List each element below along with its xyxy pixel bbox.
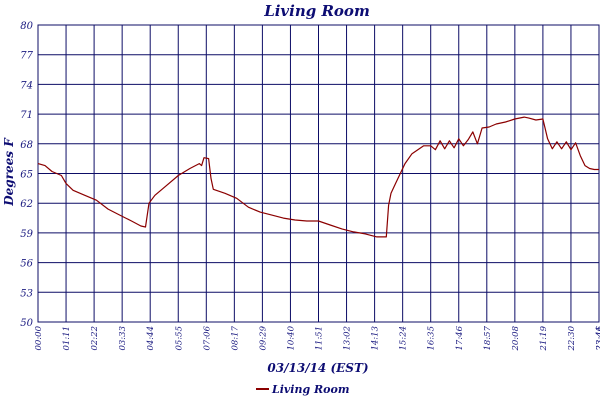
x-tick-label: 21:19: [539, 325, 549, 351]
x-tick-labels: 00:00 01:11 02:22 03:33 04:44 05:55 07:06 08:17…: [34, 325, 600, 351]
x-tick-label: 18:57: [483, 325, 493, 350]
series-line-0: [37, 116, 599, 238]
y-tick-label: 65: [20, 170, 33, 181]
x-tick-label: 15:24: [399, 326, 409, 351]
x-tick-label: 23:41: [595, 326, 600, 352]
y-tick-label: 68: [20, 140, 33, 151]
x-tick-label: 05:55: [174, 326, 184, 351]
y-axis-label: Degrees F: [2, 137, 16, 207]
grid: [37, 24, 600, 323]
x-tick-label: 14:13: [371, 326, 381, 351]
y-tick-label: 80: [20, 21, 33, 32]
chart-title: Living Room: [263, 2, 370, 20]
series-group: [37, 116, 599, 238]
y-tick-label: 50: [20, 318, 33, 329]
x-tick-label: 11:51: [315, 326, 325, 351]
x-tick-label: 00:00: [34, 325, 44, 350]
y-tick-label: 59: [20, 229, 33, 240]
y-tick-label: 74: [20, 80, 33, 91]
legend: Living Room: [256, 383, 349, 396]
y-tick-label: 71: [20, 110, 33, 121]
x-axis-label: 03/13/14 (EST): [267, 361, 368, 375]
x-tick-label: 17:46: [455, 325, 465, 350]
x-tick-label: 07:06: [202, 325, 212, 350]
legend-label: Living Room: [271, 383, 349, 396]
plot-area: [37, 24, 600, 323]
y-tick-label: 62: [20, 199, 33, 210]
x-tick-label: 03:33: [118, 326, 128, 351]
x-tick-label: 09:29: [258, 325, 268, 350]
x-tick-label: 01:11: [62, 326, 72, 351]
y-tick-label: 77: [20, 51, 33, 62]
x-tick-label: 08:17: [230, 325, 240, 350]
y-tick-label: 56: [20, 259, 33, 270]
x-tick-label: 04:44: [146, 326, 156, 351]
x-tick-label: 16:35: [427, 326, 437, 351]
x-tick-label: 10:40: [286, 325, 296, 350]
x-tick-label: 02:22: [90, 326, 100, 351]
x-tick-label: 20:08: [511, 325, 521, 351]
x-tick-label: 23:46: [595, 325, 600, 351]
y-tick-label: 53: [20, 288, 33, 299]
y-tick-labels: 50 53 56 59 62 65 68 71 74 77 80: [20, 21, 33, 329]
x-tick-label: 13:02: [343, 326, 353, 351]
x-tick-label: 22:30: [567, 325, 577, 351]
